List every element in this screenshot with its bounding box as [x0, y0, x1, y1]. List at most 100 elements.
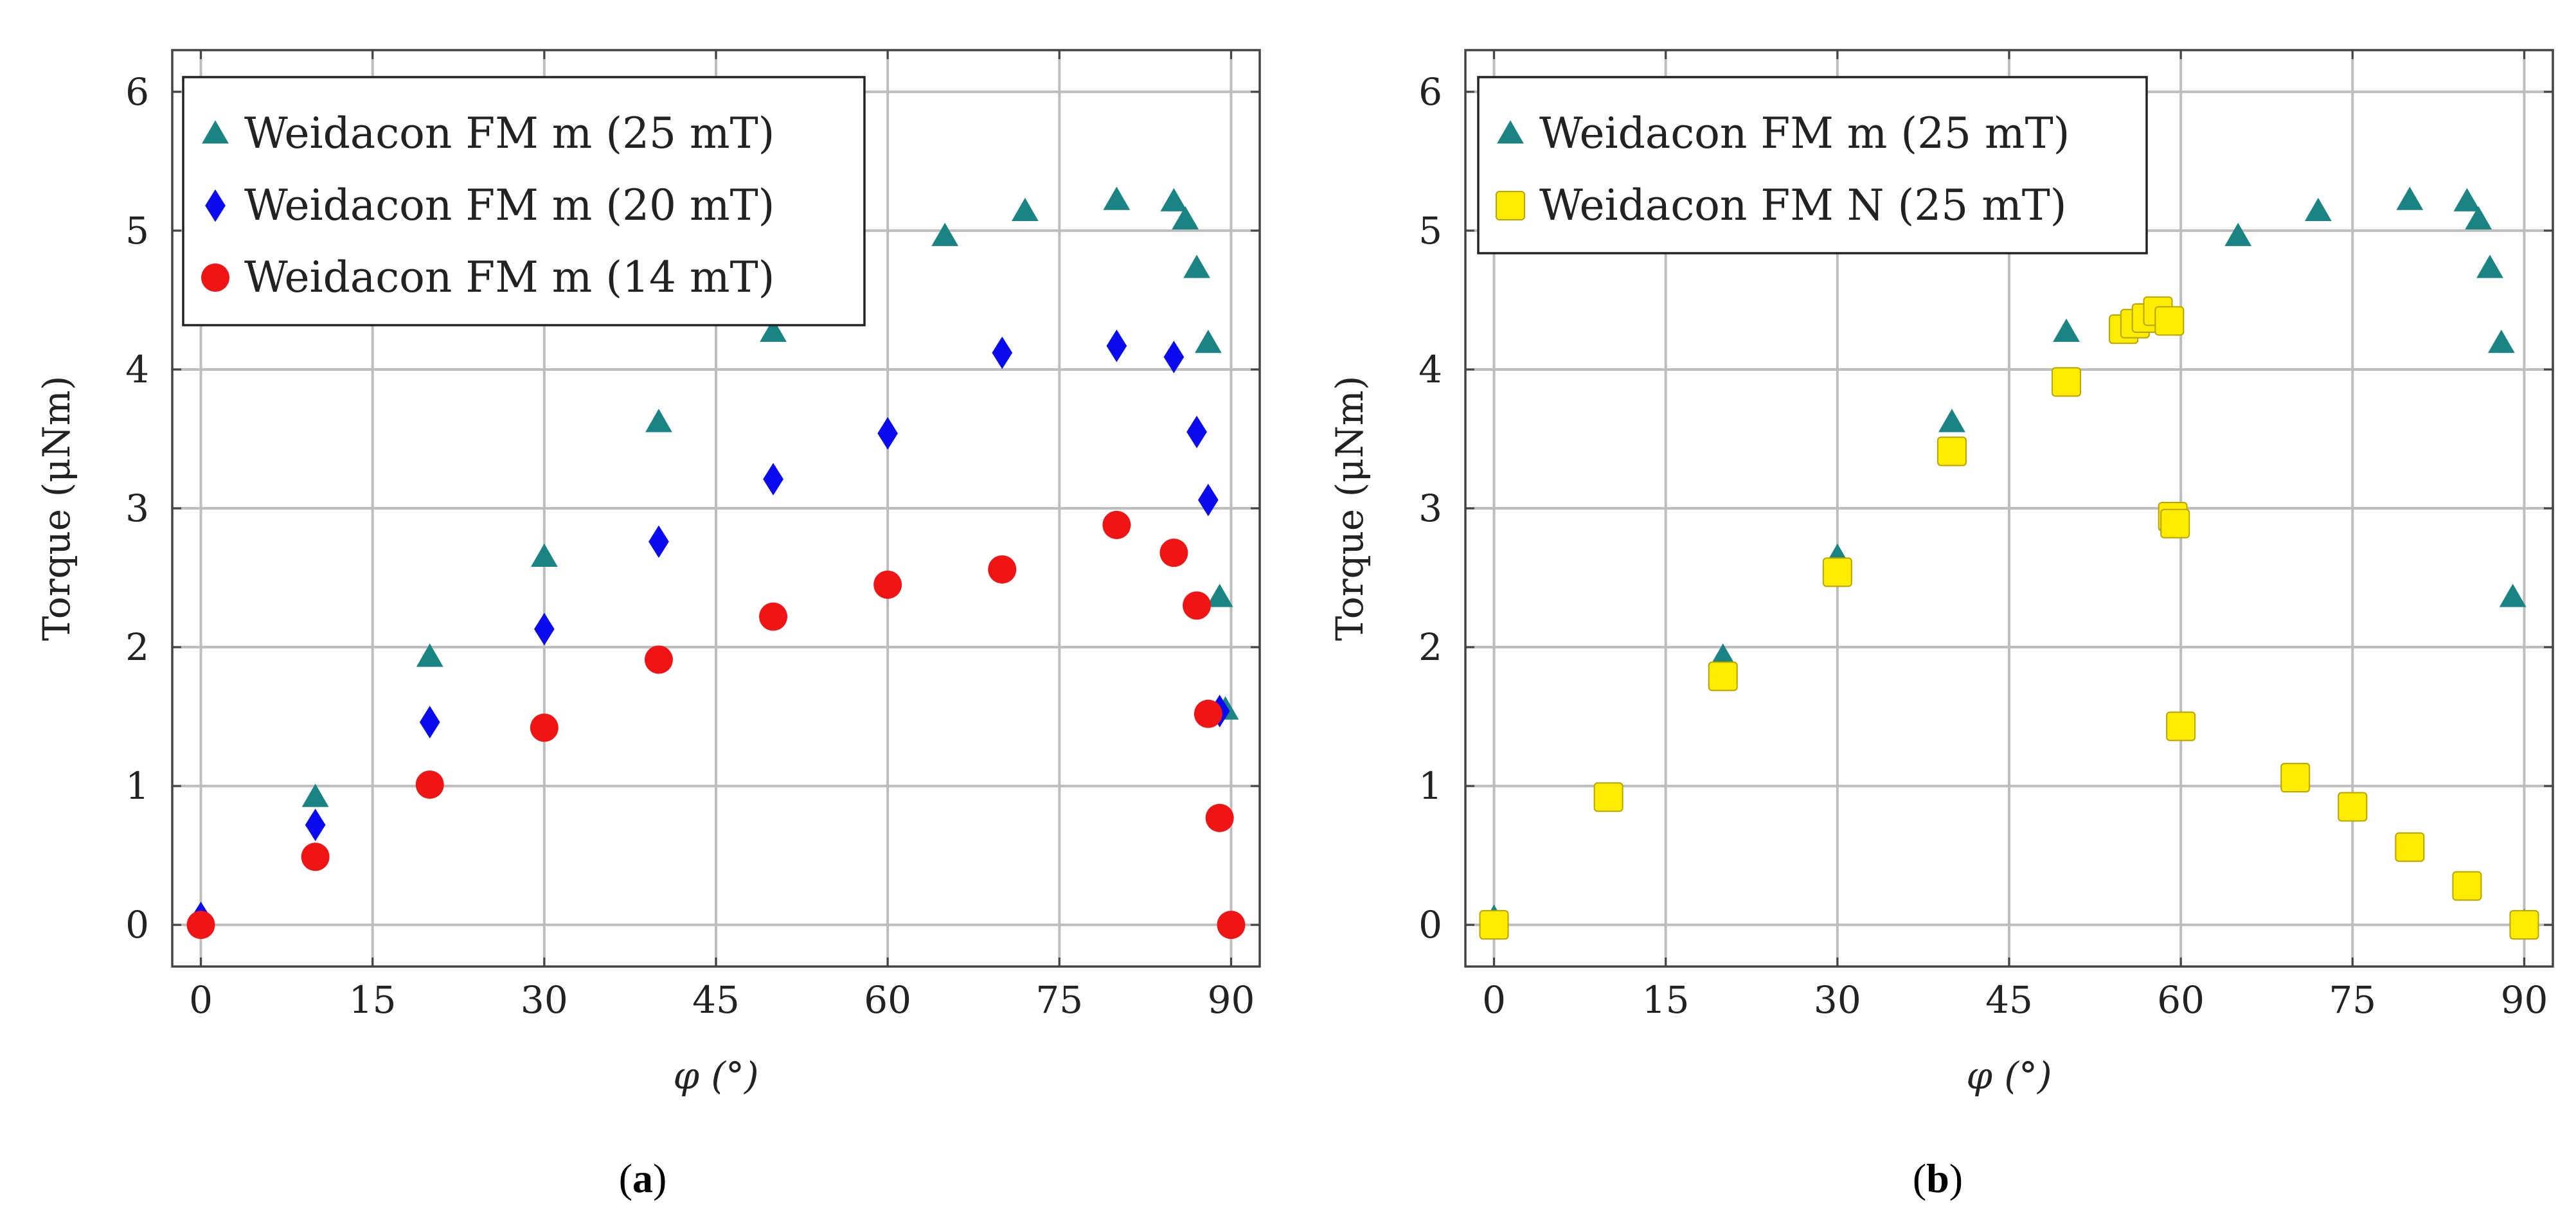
data-point	[419, 706, 440, 739]
panel-a-label-open: (	[619, 1155, 632, 1201]
data-point	[645, 409, 672, 432]
data-point	[1163, 341, 1185, 373]
y-tick-label: 6	[125, 70, 149, 114]
data-point	[2499, 584, 2527, 607]
y-tick-label: 0	[1418, 903, 1442, 947]
data-point	[1479, 910, 1509, 940]
legend-box	[1477, 76, 2148, 254]
data-point	[1160, 188, 1188, 211]
y-tick-label: 2	[1418, 625, 1442, 669]
panel-a-label-close: )	[653, 1155, 666, 1201]
panel-b-label-letter: b	[1926, 1155, 1949, 1201]
x-axis-label: φ (°)	[673, 1054, 758, 1098]
x-tick-label: 30	[1814, 978, 1861, 1022]
y-tick-label: 5	[125, 209, 149, 253]
data-point	[1103, 186, 1131, 210]
y-tick-label: 1	[1418, 764, 1442, 808]
legend-entry: Weidacon FM m (25 mT)	[244, 109, 774, 158]
data-point	[301, 783, 329, 807]
panel-b-label-open: (	[1913, 1155, 1926, 1201]
data-point	[2476, 254, 2503, 278]
data-point	[2452, 871, 2482, 901]
panel-b-label: (b)	[1913, 1155, 1963, 1201]
data-point	[2053, 318, 2080, 343]
data-point	[1194, 329, 1222, 353]
data-point	[1938, 409, 1965, 432]
data-point	[530, 543, 558, 567]
legend-entry: Weidacon FM N (25 mT)	[1539, 181, 2067, 230]
data-point	[992, 336, 1013, 370]
x-tick-label: 0	[1482, 978, 1506, 1022]
data-point	[760, 318, 787, 343]
data-point	[2465, 206, 2492, 229]
y-tick-label: 0	[125, 903, 149, 947]
data-point	[2453, 188, 2481, 211]
x-axis-label: φ (°)	[1966, 1054, 2052, 1098]
y-axis-label: Torque (μNm)	[1328, 376, 1372, 641]
data-point	[1011, 197, 1039, 222]
y-tick-label: 3	[1418, 486, 1442, 530]
data-point	[1822, 557, 1852, 587]
data-point	[2509, 910, 2539, 940]
data-point	[1159, 539, 1188, 567]
data-point	[1217, 911, 1246, 940]
data-point	[1708, 661, 1738, 691]
data-point	[2304, 197, 2332, 222]
x-tick-label: 45	[1985, 978, 2033, 1022]
y-tick-label: 4	[1418, 348, 1442, 391]
data-point	[415, 770, 444, 799]
data-point	[530, 713, 559, 742]
series-square	[1479, 296, 2539, 940]
data-point	[1194, 699, 1222, 728]
data-point	[1709, 643, 1737, 667]
x-tick-label: 75	[1035, 978, 1083, 1022]
data-point	[534, 612, 555, 646]
data-point	[1205, 803, 1234, 832]
data-point	[648, 525, 669, 558]
data-point	[1198, 483, 1219, 517]
x-tick-label: 0	[189, 978, 213, 1022]
data-point	[1186, 415, 1207, 449]
y-tick-label: 1	[125, 764, 149, 808]
data-point	[1936, 436, 1967, 467]
data-point	[1593, 782, 1623, 812]
data-point	[1183, 254, 1210, 278]
data-point	[1106, 329, 1127, 362]
x-tick-label: 15	[349, 978, 397, 1022]
legend-entry: Weidacon FM m (20 mT)	[244, 181, 774, 230]
legend-marker	[202, 120, 229, 144]
data-point	[1102, 510, 1131, 539]
x-tick-label: 90	[1208, 978, 1255, 1022]
x-tick-label: 45	[692, 978, 740, 1022]
data-point	[1183, 591, 1212, 620]
legend-entry: Weidacon FM m (14 mT)	[244, 253, 774, 302]
data-point	[2154, 306, 2185, 336]
data-point	[2396, 186, 2424, 210]
data-point	[2052, 367, 2082, 397]
data-point	[988, 555, 1017, 584]
x-tick-label: 60	[864, 978, 911, 1022]
y-tick-label: 4	[125, 348, 149, 391]
data-point	[1206, 584, 1233, 607]
y-tick-label: 2	[125, 625, 149, 669]
data-point	[2338, 792, 2368, 822]
data-point	[759, 602, 788, 631]
legend: Weidacon FM m (25 mT) Weidacon FM N (25 m…	[1477, 76, 2148, 254]
panel-b-label-close: )	[1949, 1155, 1963, 1201]
data-point	[305, 808, 326, 841]
data-point	[2395, 832, 2425, 862]
legend-box	[182, 76, 866, 326]
y-tick-label: 5	[1418, 209, 1442, 253]
x-tick-label: 60	[2157, 978, 2205, 1022]
x-tick-label: 90	[2501, 978, 2548, 1022]
legend: Weidacon FM m (25 mT) Weidacon FM m (20 m…	[182, 76, 866, 326]
y-tick-label: 6	[1418, 70, 1442, 114]
data-point	[416, 643, 443, 667]
data-point	[644, 645, 673, 674]
data-point	[877, 417, 898, 450]
data-point	[1172, 206, 1199, 229]
panel-a-label-letter: a	[632, 1155, 653, 1201]
x-tick-label: 75	[2329, 978, 2376, 1022]
data-point	[2487, 329, 2515, 353]
